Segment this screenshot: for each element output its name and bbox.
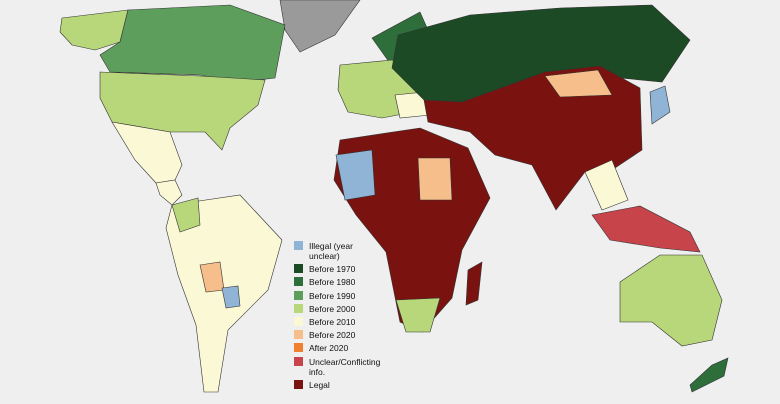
legend-label: Unclear/Conflicting info. (309, 356, 381, 377)
paraguay (221, 285, 241, 309)
australia (619, 254, 723, 347)
legend-item: Before 2010 (294, 316, 374, 327)
southeast-asia (584, 159, 629, 211)
legend-swatch (294, 277, 303, 287)
legend-swatch (294, 330, 303, 340)
legend-label: Before 2010 (309, 316, 356, 327)
legend-swatch (294, 264, 303, 274)
legend-item: Unclear/Conflicting info. (294, 356, 380, 377)
legend-item: Illegal (year unclear) (294, 241, 374, 261)
legend-label: Before 2000 (309, 303, 356, 314)
legend: Illegal (year unclear) Before 1970 Before … (294, 241, 380, 393)
legend-swatch (294, 303, 303, 313)
legend-swatch (294, 343, 303, 353)
legend-label: Before 1970 (309, 264, 356, 275)
legend-item: Before 2000 (294, 303, 374, 314)
legend-swatch (294, 316, 303, 326)
legend-label: After 2020 (309, 343, 349, 354)
usa (99, 71, 266, 151)
greenland (279, 0, 361, 53)
legend-label: Before 2020 (309, 330, 356, 341)
legend-label: Illegal (year unclear) (309, 241, 353, 261)
legend-swatch (294, 290, 303, 300)
legend-swatch (294, 379, 303, 389)
new-zealand (689, 357, 729, 393)
legend-item: After 2020 (294, 343, 374, 353)
south-africa (395, 297, 441, 333)
russia (391, 4, 691, 103)
sudan (417, 157, 453, 201)
legend-label: Before 1980 (309, 277, 356, 288)
legend-item: Before 1980 (294, 277, 374, 287)
madagascar (465, 261, 483, 306)
mongolia (544, 69, 613, 98)
canada (99, 4, 286, 83)
legend-swatch (294, 241, 303, 250)
colombia (171, 197, 201, 233)
legend-label: Before 1990 (309, 290, 356, 301)
legend-item: Before 2020 (294, 330, 374, 340)
legend-label: Legal (309, 379, 330, 390)
legend-item: Before 1990 (294, 290, 374, 301)
legend-item: Legal (294, 379, 374, 390)
legend-swatch (294, 356, 303, 366)
west-africa (335, 149, 376, 201)
legend-item: Before 1970 (294, 264, 374, 274)
central-america (155, 179, 183, 206)
japan (649, 85, 671, 125)
indonesia (591, 205, 701, 253)
